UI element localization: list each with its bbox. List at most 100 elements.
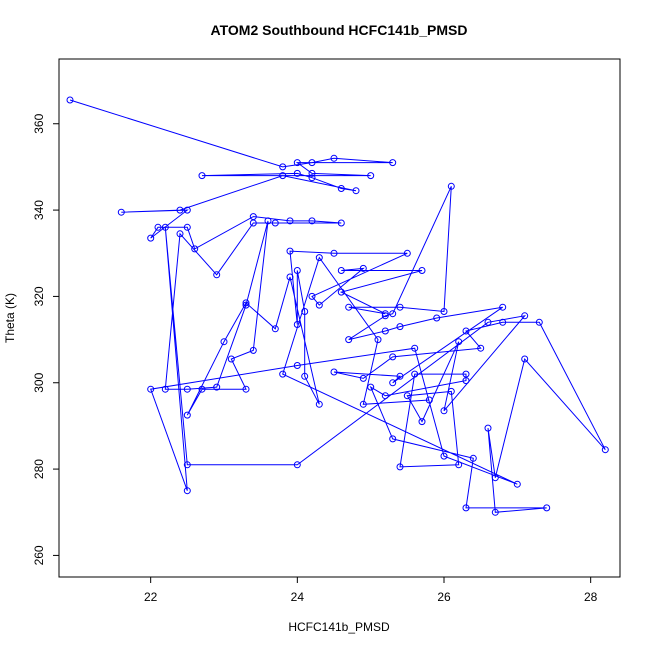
data-point xyxy=(154,223,162,231)
data-point xyxy=(601,446,609,454)
data-point xyxy=(359,400,367,408)
data-point xyxy=(499,318,507,326)
series-layer xyxy=(66,96,609,516)
data-point xyxy=(411,344,419,352)
data-point xyxy=(147,385,155,393)
data-point xyxy=(425,396,433,404)
x-tick-label: 24 xyxy=(291,590,305,604)
data-point xyxy=(293,362,301,369)
data-point xyxy=(147,234,155,242)
data-point xyxy=(279,370,287,378)
data-point xyxy=(499,303,507,311)
data-point xyxy=(242,299,250,307)
data-point xyxy=(440,407,448,415)
data-point xyxy=(381,327,389,335)
data-point xyxy=(242,301,250,309)
y-axis: 260 280 300 320 340 360 xyxy=(32,113,59,565)
data-point xyxy=(176,230,184,238)
data-point xyxy=(484,424,492,432)
data-point xyxy=(491,508,499,516)
data-point xyxy=(264,217,272,225)
data-point xyxy=(418,418,426,426)
data-point xyxy=(543,504,551,512)
data-point xyxy=(455,461,463,469)
data-point xyxy=(535,318,543,326)
data-point xyxy=(381,392,389,400)
y-tick-label: 260 xyxy=(32,545,46,565)
data-point xyxy=(308,217,316,225)
data-point xyxy=(183,223,191,231)
data-point xyxy=(455,338,463,346)
data-point xyxy=(249,219,257,227)
data-point xyxy=(374,336,382,344)
data-point xyxy=(389,353,397,361)
data-point xyxy=(198,172,206,180)
data-point xyxy=(315,254,323,262)
data-point xyxy=(301,308,309,315)
y-tick-label: 320 xyxy=(32,286,46,306)
data-point xyxy=(330,154,338,162)
data-point xyxy=(293,321,301,328)
data-point xyxy=(286,273,294,281)
data-point xyxy=(183,385,191,393)
series-line xyxy=(69,99,606,513)
x-tick-label: 26 xyxy=(437,590,451,604)
data-point xyxy=(359,374,367,382)
data-point xyxy=(447,182,455,190)
data-point xyxy=(271,219,279,227)
data-point xyxy=(389,435,397,443)
data-point xyxy=(491,474,499,482)
data-point xyxy=(213,271,221,279)
data-point xyxy=(440,452,448,460)
chart-title: ATOM2 Southbound HCFC141b_PMSD xyxy=(211,22,468,38)
data-point xyxy=(396,463,404,471)
data-point xyxy=(191,245,199,253)
data-point xyxy=(389,159,397,167)
data-point xyxy=(249,346,257,354)
data-point xyxy=(286,247,294,255)
data-point xyxy=(176,206,184,214)
data-point xyxy=(242,385,250,393)
data-point xyxy=(440,308,448,315)
data-point xyxy=(183,487,191,495)
data-point xyxy=(367,172,375,180)
data-point xyxy=(315,301,323,309)
data-point xyxy=(308,292,316,300)
data-point xyxy=(220,338,228,346)
data-point xyxy=(396,323,404,331)
data-point xyxy=(183,411,191,419)
data-point xyxy=(477,344,485,352)
data-point xyxy=(308,169,316,177)
data-point xyxy=(315,400,323,408)
data-point xyxy=(337,267,345,274)
data-point xyxy=(469,454,477,462)
data-point xyxy=(367,383,375,391)
data-point xyxy=(293,461,301,469)
data-point xyxy=(271,325,279,333)
data-point xyxy=(462,370,470,378)
data-point xyxy=(183,461,191,469)
data-point xyxy=(308,174,316,182)
data-point xyxy=(403,249,411,257)
data-point xyxy=(447,387,455,395)
data-point xyxy=(345,336,353,344)
data-point xyxy=(198,385,206,393)
y-tick-label: 360 xyxy=(32,113,46,133)
x-tick-label: 28 xyxy=(584,590,598,604)
data-point xyxy=(352,187,360,195)
data-point xyxy=(389,379,397,387)
data-point xyxy=(433,314,441,322)
data-point xyxy=(161,385,169,393)
data-point xyxy=(117,208,125,216)
data-point xyxy=(521,312,529,320)
data-point xyxy=(293,159,301,167)
data-point xyxy=(183,206,191,214)
data-point xyxy=(396,303,404,311)
data-point xyxy=(308,159,316,167)
data-point xyxy=(301,372,309,380)
data-point xyxy=(279,163,287,171)
data-point xyxy=(381,312,389,320)
y-tick-label: 280 xyxy=(32,459,46,479)
data-point xyxy=(66,96,74,104)
